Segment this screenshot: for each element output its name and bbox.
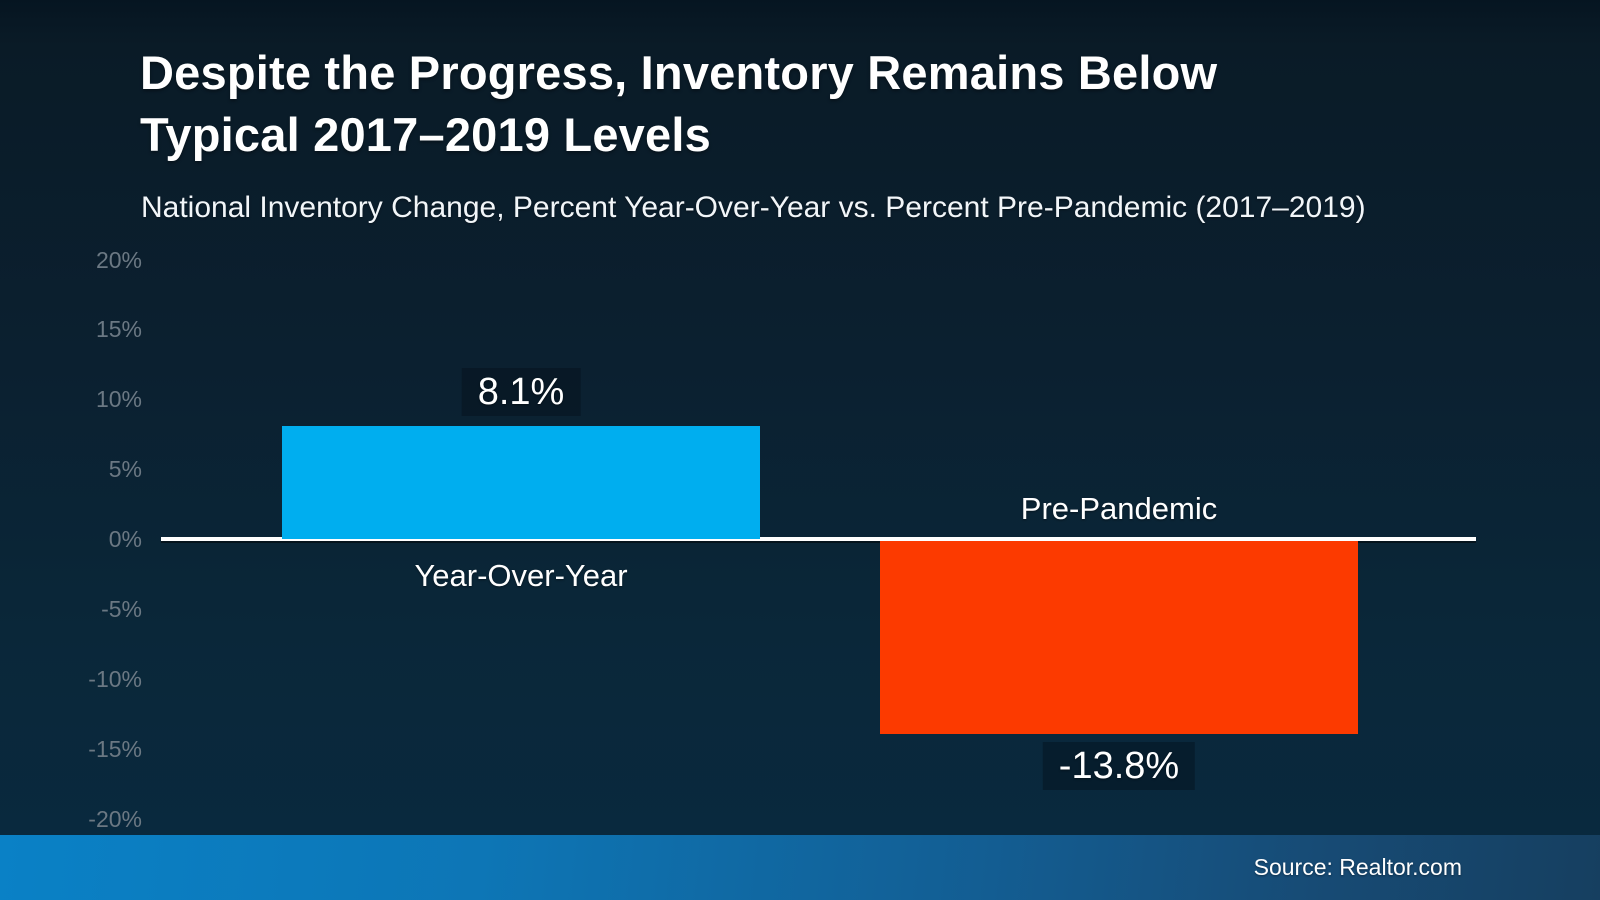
y-tick-label-5: -5% <box>101 595 142 622</box>
zero-axis-line <box>161 537 1476 541</box>
category-label-year-over-year: Year-Over-Year <box>414 558 628 593</box>
value-label-year-over-year: 8.1% <box>461 368 581 416</box>
bar-year-over-year <box>282 426 760 539</box>
y-tick-label-0: 0% <box>108 526 142 552</box>
bar-pre-pandemic <box>880 541 1358 734</box>
y-tick-label-5: 5% <box>108 456 142 483</box>
category-label-pre-pandemic: Pre-Pandemic <box>1020 491 1218 526</box>
value-label-pre-pandemic: -13.8% <box>1042 742 1196 790</box>
chart-subtitle: National Inventory Change, Percent Year-… <box>141 191 1366 224</box>
y-tick-label-10: -10% <box>88 665 142 692</box>
source-credit: Source: Realtor.com <box>1253 854 1462 880</box>
y-tick-label-15: 15% <box>95 316 142 343</box>
y-tick-label-10: 10% <box>95 386 142 413</box>
chart-title-line2: Typical 2017–2019 Levels <box>140 108 711 161</box>
chart-title: Despite the Progress, Inventory Remains … <box>140 42 1217 166</box>
footer-band: Source: Realtor.com <box>0 835 1600 900</box>
y-tick-label-15: -15% <box>88 735 142 762</box>
y-tick-label-20: 20% <box>95 246 142 273</box>
chart-title-line1: Despite the Progress, Inventory Remains … <box>140 46 1218 99</box>
y-tick-label-20: -20% <box>88 805 142 832</box>
